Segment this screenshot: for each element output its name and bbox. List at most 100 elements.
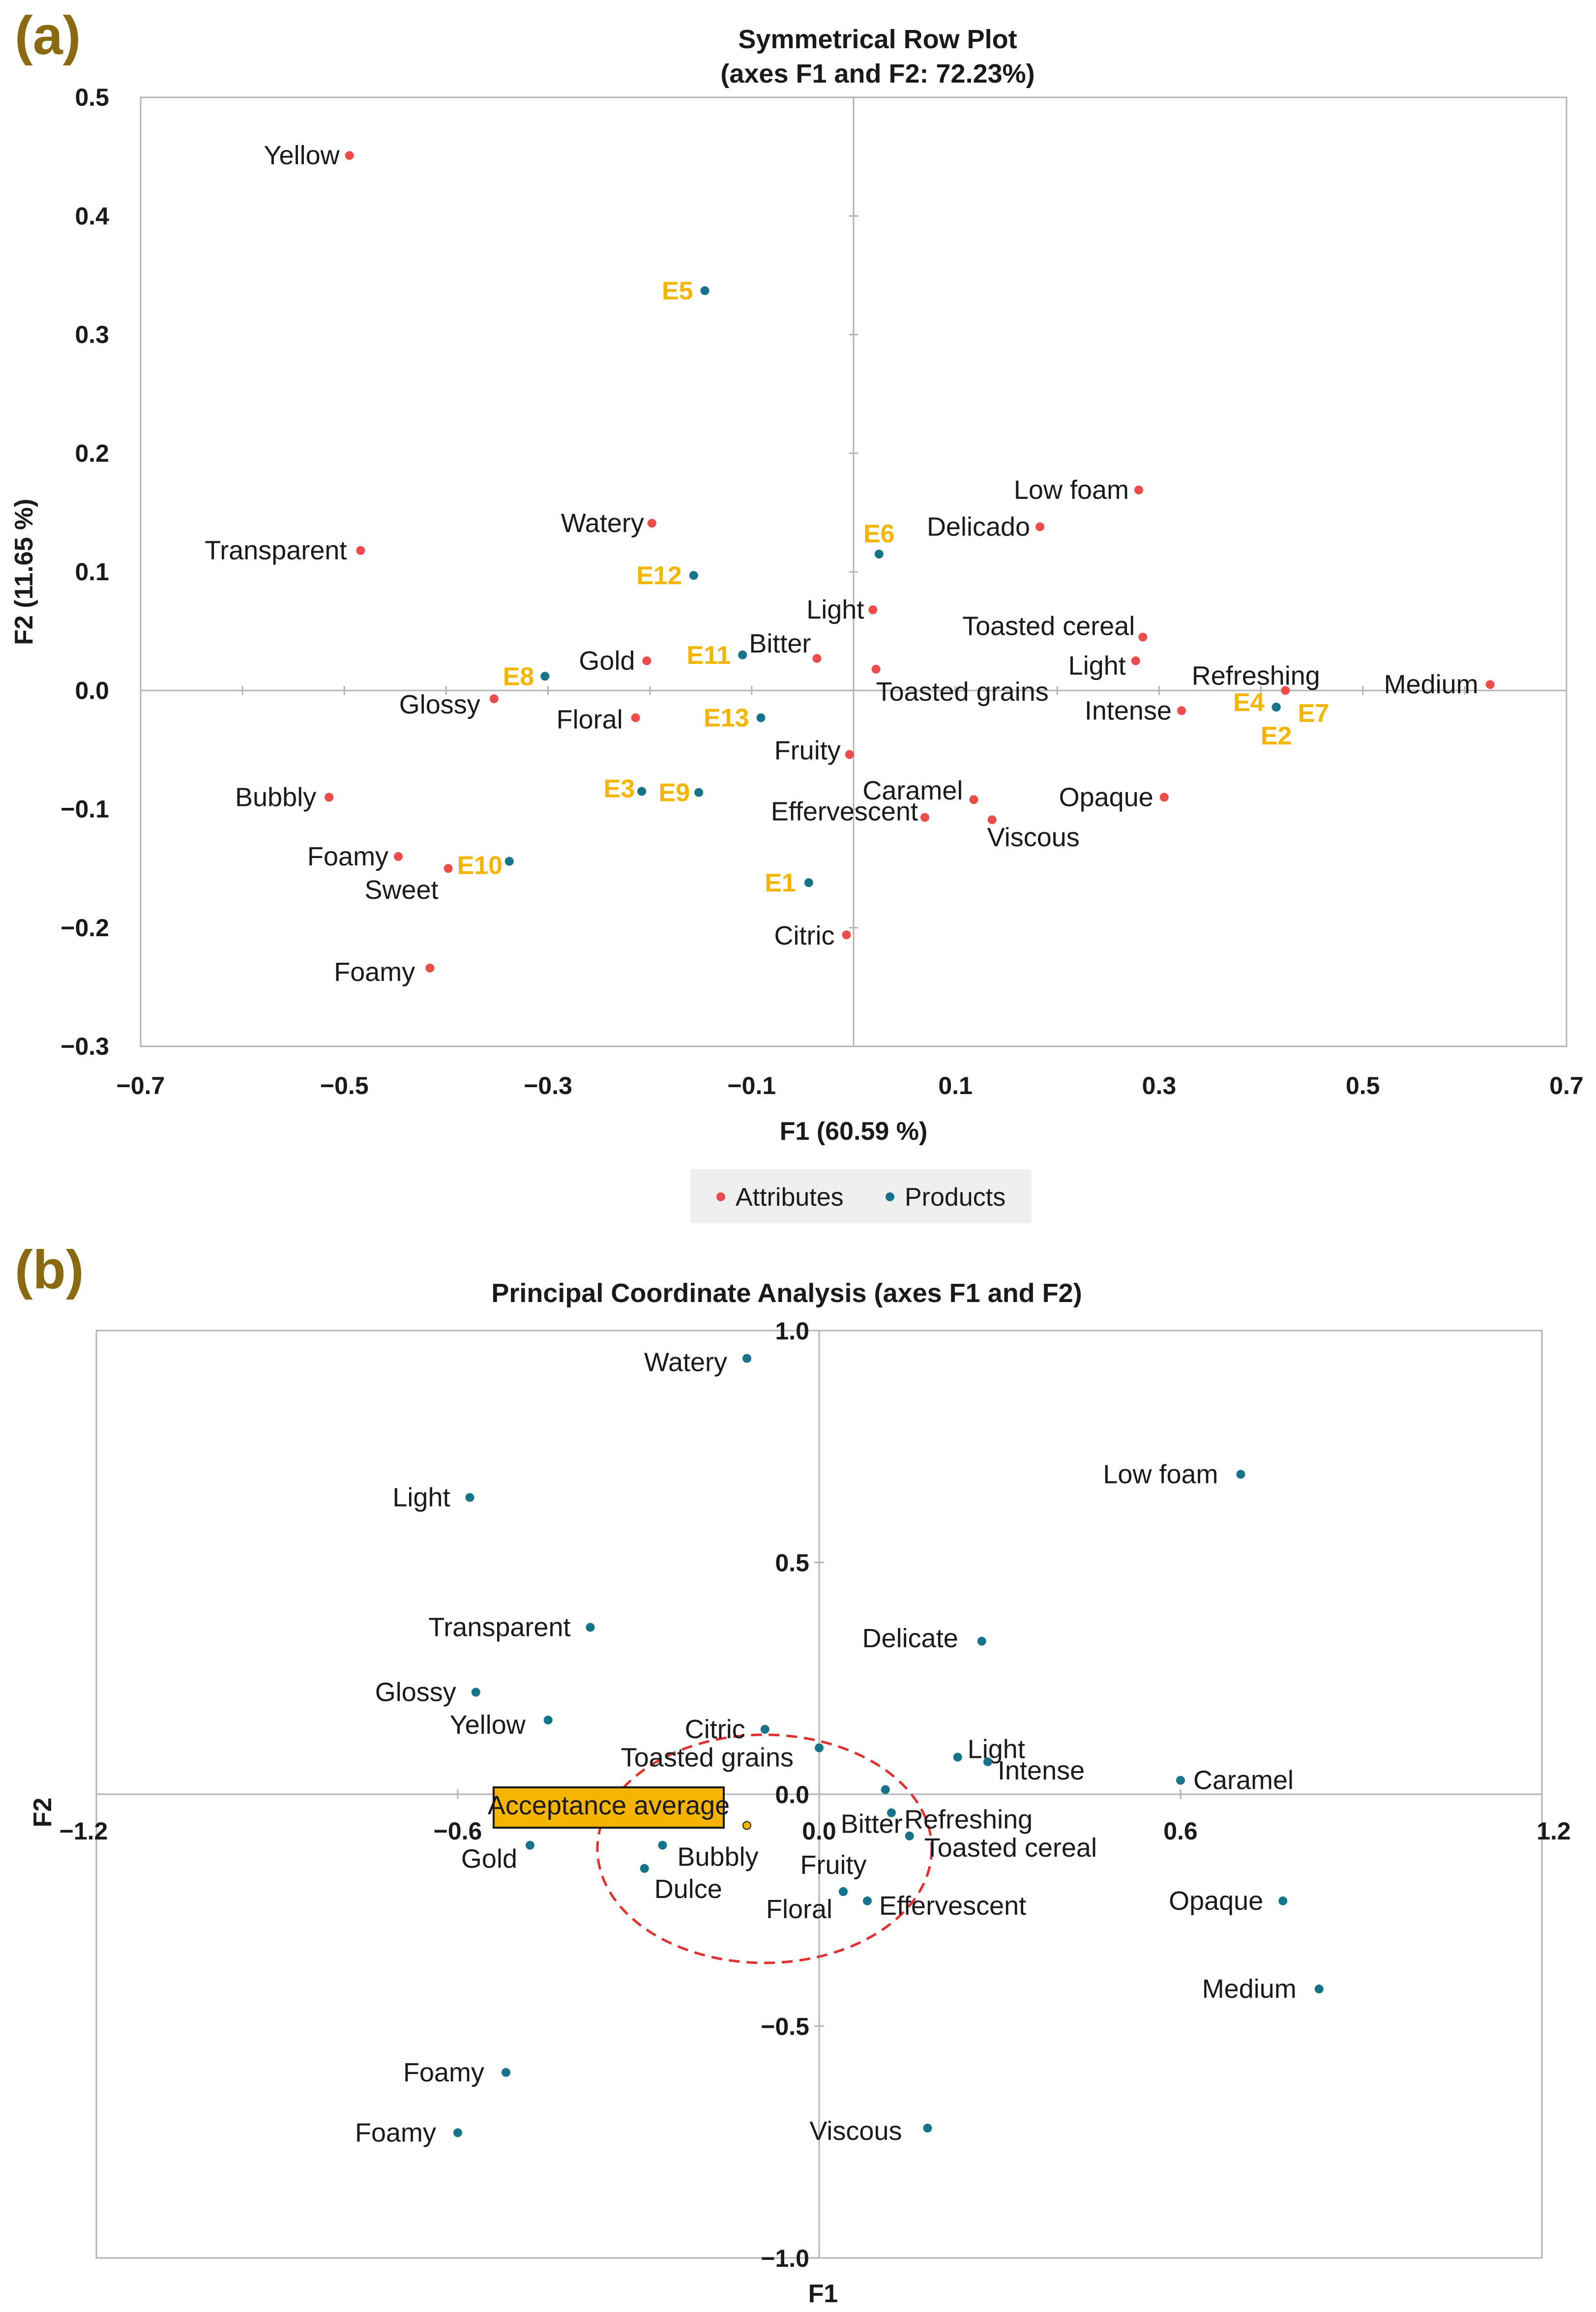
pcoa-point: [887, 1808, 896, 1817]
attribute-label: Opaque: [1059, 782, 1153, 812]
product-point: [637, 787, 647, 796]
pcoa-label: Light: [968, 1735, 1025, 1764]
attribute-label: Refreshing: [1192, 661, 1320, 690]
pcoa-point: [815, 1743, 824, 1752]
pcoa-label: Intense: [998, 1756, 1085, 1785]
product-label: E13: [704, 704, 749, 733]
pcoa-label: Bubbly: [678, 1842, 759, 1872]
panel-b-xtick-label: −0.6: [434, 1817, 482, 1845]
pcoa-point: [543, 1716, 553, 1725]
attribute-point: [356, 546, 365, 555]
attribute-label: Floral: [557, 705, 623, 735]
pcoa-point: [658, 1840, 667, 1850]
panel-b-ytick-label: −1.0: [761, 2245, 809, 2272]
pcoa-label: Foamy: [403, 2058, 484, 2087]
pcoa-label: Floral: [766, 1895, 832, 1924]
attribute-label: Medium: [1384, 670, 1478, 699]
panel-a-xtick-label: −0.3: [524, 1072, 572, 1099]
attribute-point: [871, 664, 881, 674]
attribute-point: [345, 151, 354, 160]
acceptance-average-box: [493, 1786, 725, 1829]
attribute-point: [642, 656, 651, 665]
panel-a-xtick-label: −0.1: [727, 1072, 776, 1099]
attribute-point: [1159, 793, 1169, 802]
product-label: E9: [659, 779, 690, 807]
pcoa-point: [640, 1864, 649, 1873]
attribute-label: Low foam: [1014, 475, 1129, 505]
pcoa-label: Toasted grains: [621, 1743, 794, 1773]
product-point: [874, 549, 884, 559]
pcoa-point: [983, 1757, 992, 1766]
panel-a-ytick-label: 0.5: [75, 84, 109, 111]
attribute-point: [647, 519, 656, 528]
attribute-label: Intense: [1085, 696, 1172, 725]
pcoa-point: [905, 1831, 914, 1840]
product-label: E2: [1261, 722, 1292, 750]
pcoa-point: [760, 1724, 769, 1734]
panel-b-ytick-label: 0.5: [775, 1549, 809, 1577]
attribute-label: Light: [806, 595, 864, 624]
attribute-label: Toasted cereal: [962, 612, 1135, 641]
panel-b-ytick-label: 0.0: [775, 1781, 809, 1808]
pcoa-label: Low foam: [1103, 1459, 1218, 1489]
panel-a-xtick-label: 0.5: [1346, 1072, 1380, 1099]
product-label: E6: [863, 520, 895, 548]
pcoa-point: [586, 1623, 595, 1632]
attribute-point: [443, 864, 453, 873]
attribute-point: [1035, 522, 1045, 532]
pcoa-label: Citric: [685, 1715, 745, 1744]
product-label: E10: [457, 852, 503, 880]
attribute-label: Citric: [774, 921, 835, 950]
pcoa-label: Toasted cereal: [924, 1833, 1097, 1863]
attribute-point: [1138, 632, 1148, 642]
acceptance-region-ellipse: [596, 1733, 933, 1964]
pcoa-point: [453, 2128, 462, 2137]
attribute-label: Caramel: [862, 776, 963, 805]
attribute-label: Gold: [579, 646, 635, 676]
attribute-label: Toasted grains: [876, 677, 1049, 707]
attribute-point: [489, 694, 499, 704]
panel-a-legend: Attributes Products: [690, 1169, 1032, 1223]
product-label: E12: [636, 562, 682, 590]
pcoa-label: Delicate: [862, 1624, 958, 1653]
pcoa-point: [465, 1493, 474, 1502]
attribute-label: Foamy: [307, 842, 388, 871]
panel-b-ylabel: F2: [29, 1798, 57, 1828]
pcoa-label: Foamy: [355, 2118, 436, 2147]
pcoa-point: [526, 1840, 534, 1850]
pcoa-label: Glossy: [375, 1678, 456, 1707]
attribute-point: [394, 852, 403, 861]
attribute-label: Bubbly: [235, 782, 316, 812]
panel-a-ytick-label: −0.1: [60, 796, 109, 823]
product-point: [540, 672, 550, 681]
panel-b-xtick-label: 0.6: [1163, 1817, 1198, 1845]
panel-b-xtick-label: 1.2: [1537, 1817, 1571, 1845]
pcoa-point: [977, 1636, 986, 1646]
pcoa-point: [839, 1887, 848, 1897]
attribute-point: [1131, 656, 1140, 665]
panel-b-ticks: −1.2 −0.6 0.0 0.6 1.2 1.0 0.5 −0.5 −1.0 0.0: [59, 1317, 1571, 2272]
attribute-point: [1281, 686, 1290, 695]
attribute-point: [425, 963, 435, 973]
panel-a-ytick-label: 0.0: [75, 677, 109, 704]
panel-a-xtick-label: 0.1: [938, 1072, 973, 1099]
panel-a-ytick-label: 0.2: [75, 440, 109, 467]
attribute-point: [842, 930, 851, 940]
attribute-label: Effervescent: [771, 797, 918, 826]
product-label: E5: [662, 277, 693, 305]
pcoa-label: Caramel: [1193, 1766, 1294, 1795]
panel-a-title: Symmetrical Row Plot: [738, 25, 1017, 54]
attribute-point: [1134, 485, 1143, 495]
attribute-point: [920, 813, 929, 822]
attribute-label: Fruity: [774, 736, 841, 766]
product-label: E7: [1298, 699, 1330, 728]
pcoa-label: Fruity: [800, 1850, 867, 1880]
legend-products-label: Products: [905, 1183, 1005, 1212]
panel-b-axes: [95, 1330, 1543, 2259]
panel-a-ylabel: F2 (11.65 %): [10, 499, 38, 645]
product-point: [756, 713, 766, 722]
product-label: E4: [1233, 688, 1265, 717]
panel-a-xtick-label: −0.5: [320, 1072, 369, 1099]
product-label: E1: [765, 869, 796, 897]
